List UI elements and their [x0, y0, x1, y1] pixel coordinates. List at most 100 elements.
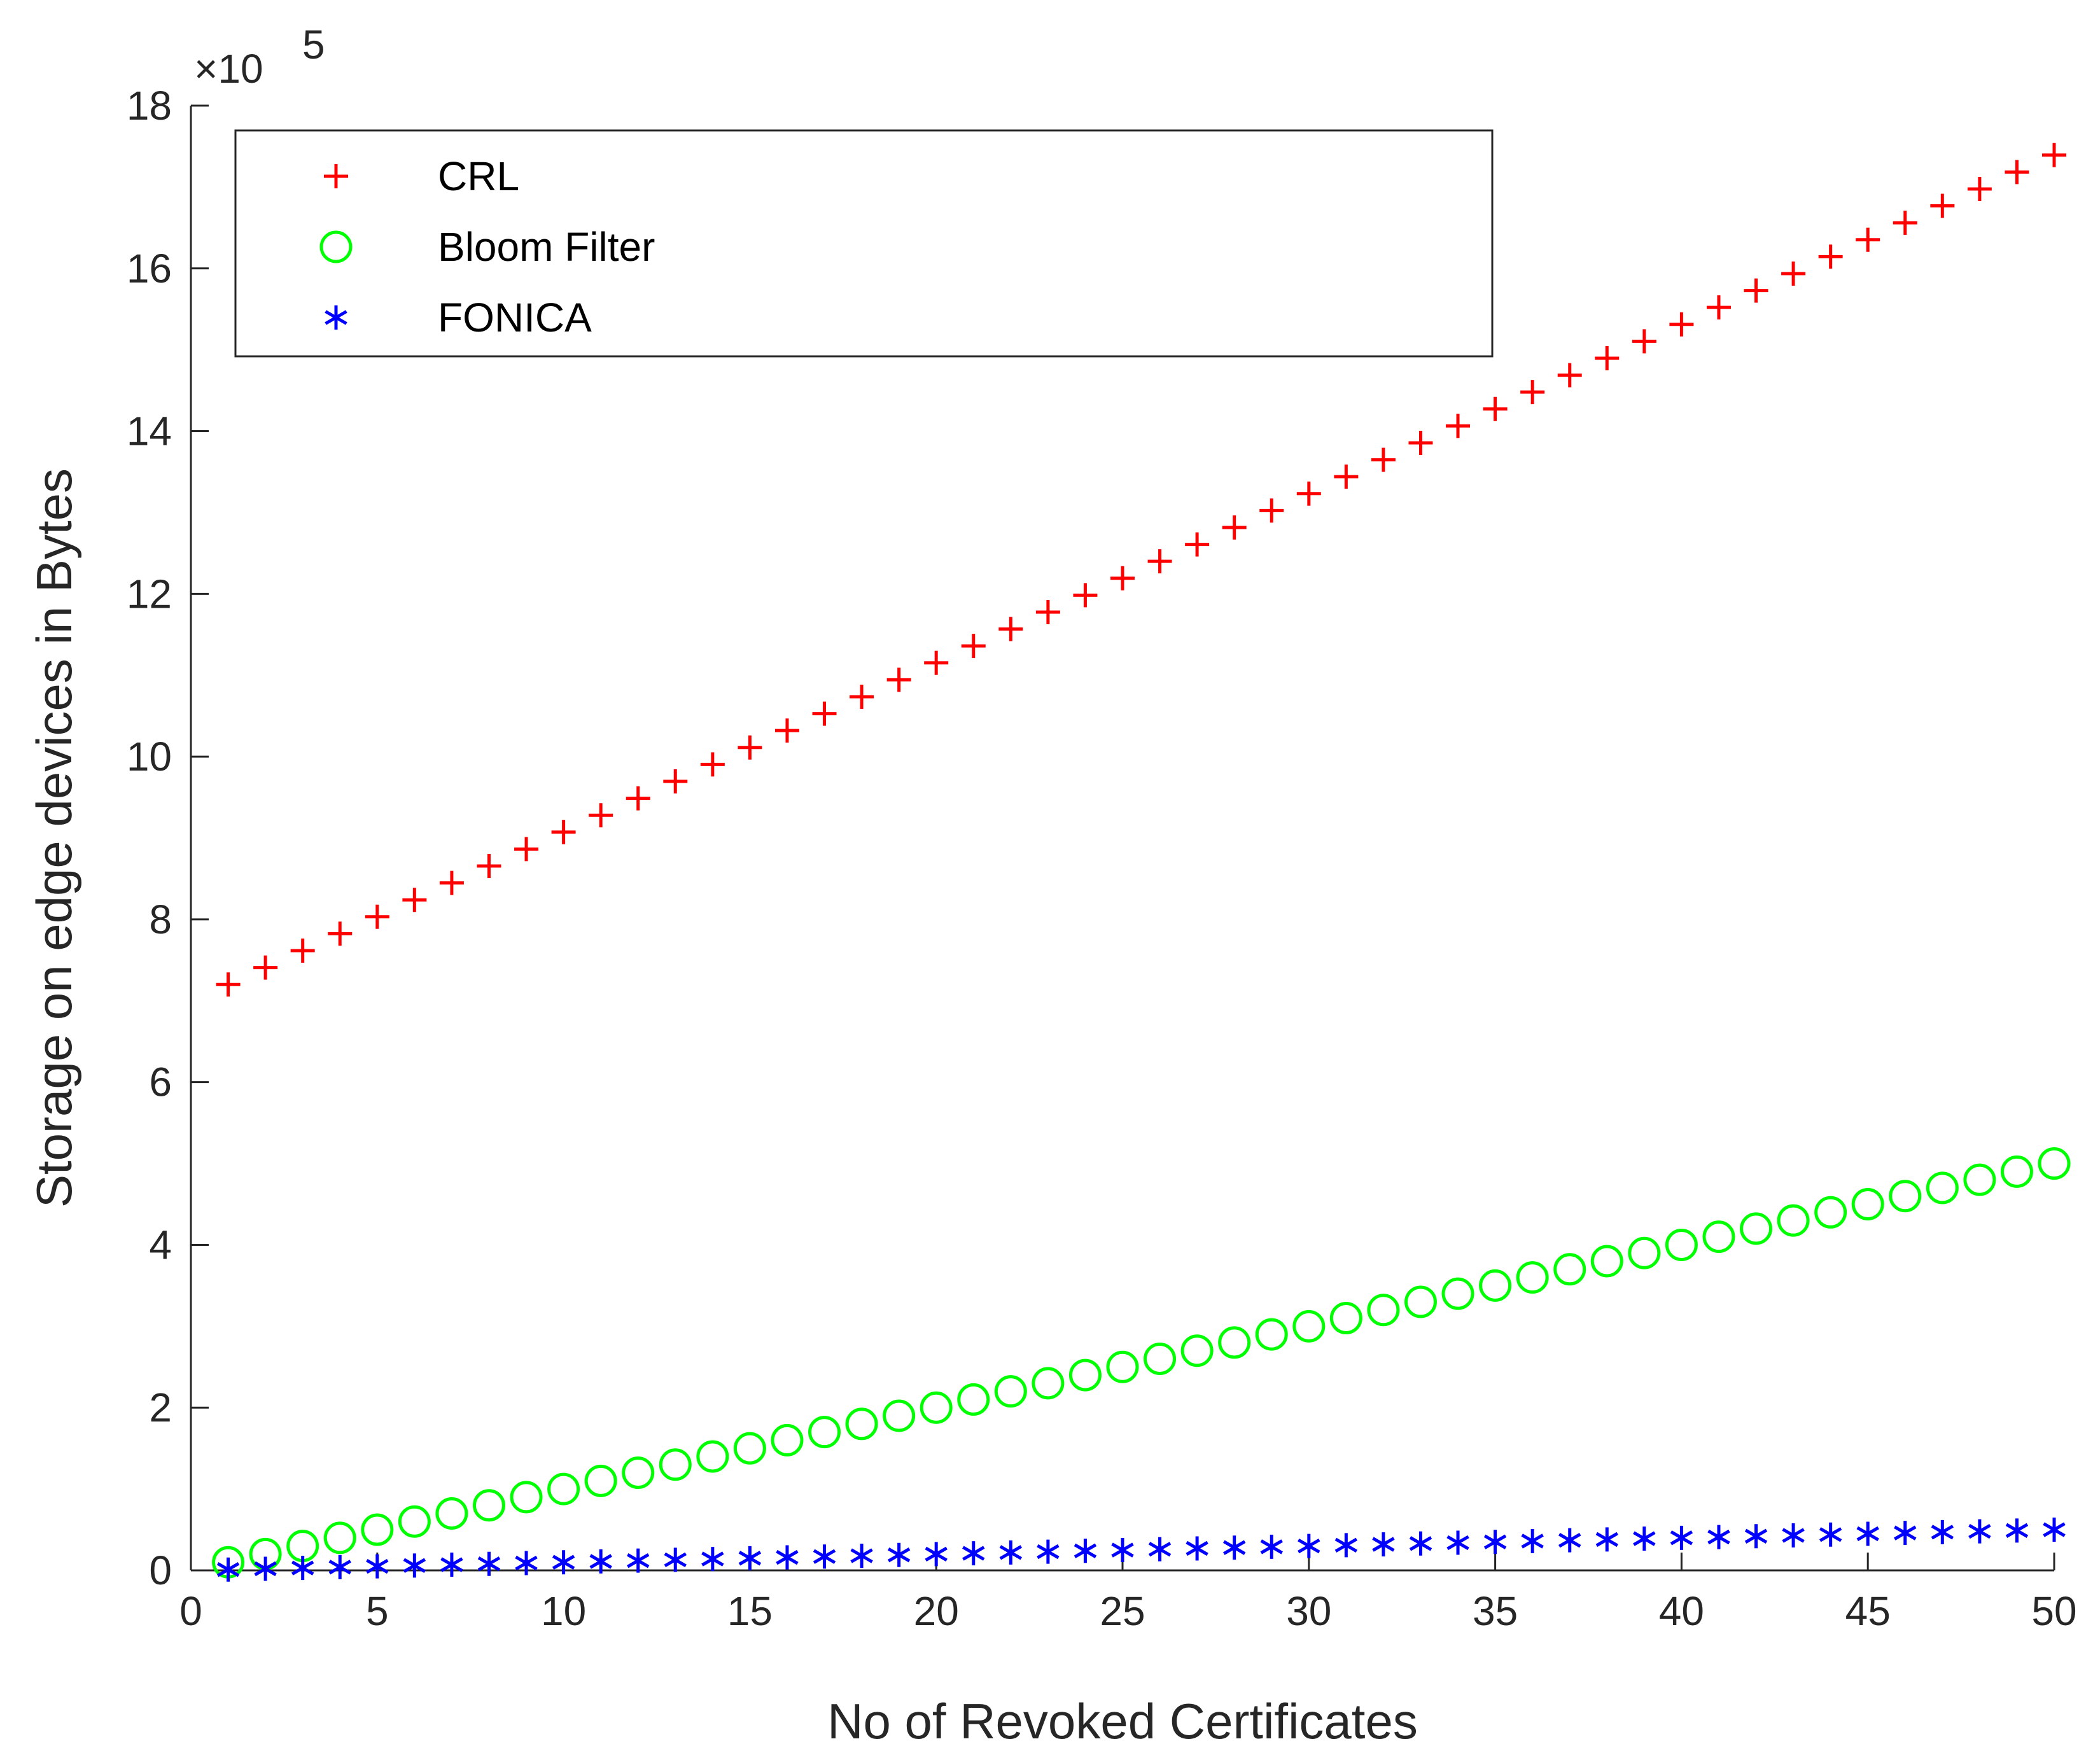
crl-point: [216, 972, 241, 997]
legend-label-crl: CRL: [438, 153, 519, 199]
fonica-point: [1074, 1539, 1097, 1563]
fonica-point: [738, 1546, 762, 1570]
fonica-point: [552, 1550, 575, 1575]
crl-point: [2005, 160, 2029, 185]
crl-point: [1893, 211, 1917, 235]
crl-point: [402, 888, 427, 912]
legend-label-bloom-filter: Bloom Filter: [438, 224, 655, 270]
bloom-filter-point: [1404, 1285, 1437, 1318]
fonica-point: [1931, 1519, 1954, 1544]
y-tick-label: 14: [127, 409, 172, 454]
fonica-point: [776, 1545, 799, 1570]
x-tick-label: 40: [1659, 1588, 1704, 1634]
crl-point: [1371, 447, 1396, 472]
fonica-point: [2005, 1518, 2029, 1543]
bloom-filter-point: [1255, 1318, 1288, 1351]
bloom-filter-point: [1479, 1269, 1512, 1302]
crl-point: [1296, 481, 1321, 506]
bloom-filter-point: [1068, 1358, 1102, 1392]
bloom-filter-point: [1106, 1350, 1139, 1383]
crl-point: [1520, 380, 1545, 405]
bloom-filter-point: [510, 1481, 543, 1514]
fonica-point: [328, 1554, 351, 1579]
fonica-point: [2043, 1518, 2066, 1542]
bloom-filter-point: [696, 1440, 729, 1473]
bloom-filter-point: [361, 1513, 394, 1546]
fonica-point: [403, 1553, 426, 1578]
crl-point: [1856, 227, 1880, 252]
y-tick-label: 12: [127, 571, 172, 617]
x-tick-label: 0: [179, 1588, 202, 1634]
bloom-filter-point: [323, 1521, 356, 1554]
fonica-point: [962, 1541, 985, 1566]
legend-box: [234, 129, 1494, 358]
x-tick-label: 15: [727, 1588, 773, 1634]
fonica-point: [1707, 1525, 1730, 1549]
crl-point: [1706, 295, 1731, 320]
legend-label-fonica: FONICA: [438, 295, 592, 340]
fonica-point: [925, 1542, 948, 1567]
fonica-point: [701, 1547, 724, 1572]
fonica-point: [1558, 1528, 1581, 1553]
bloom-filter-point: [920, 1391, 953, 1424]
x-tick-label: 10: [541, 1588, 586, 1634]
crl-point: [886, 667, 911, 692]
crl-point: [514, 837, 539, 862]
fonica-point: [1595, 1527, 1618, 1552]
crl-point: [1035, 599, 1060, 624]
fonica-point: [366, 1554, 389, 1579]
bloom-filter-point: [1628, 1236, 1661, 1269]
crl-point: [961, 634, 986, 659]
y-tick-label: 18: [127, 83, 172, 129]
fonica-point: [1334, 1533, 1358, 1558]
crl-point: [1967, 176, 1992, 201]
y-axis-label: Storage on edge devices in Bytes: [26, 468, 82, 1208]
crl-point: [998, 617, 1023, 641]
fonica-point: [477, 1551, 501, 1576]
bloom-filter-point: [1553, 1253, 1586, 1286]
legend-marker-bloom-filter: [319, 230, 353, 263]
fonica-point: [515, 1551, 538, 1575]
bloom-filter-point: [1814, 1196, 1847, 1229]
bloom-filter-point: [1926, 1171, 1959, 1205]
fonica-point: [1968, 1519, 1991, 1544]
bloom-filter-point: [1441, 1277, 1474, 1310]
legend-item-bloom-filter: Bloom Filter: [319, 224, 655, 270]
y-axis-ticks: 0 2 4 6 8 10 12 14 16 18: [127, 83, 209, 1593]
series-bloom-filter: [212, 1147, 2071, 1579]
bloom-filter-point: [472, 1489, 505, 1522]
crl-point: [1744, 278, 1768, 303]
crl-point: [1408, 430, 1433, 455]
bloom-filter-point: [584, 1464, 617, 1497]
crl-point: [1073, 583, 1098, 608]
legend: CRL Bloom Filter FONICA: [234, 129, 1494, 358]
bloom-filter-point: [435, 1497, 468, 1530]
crl-point: [924, 650, 949, 675]
bloom-filter-point: [1665, 1228, 1698, 1261]
legend-item-fonica: FONICA: [325, 295, 592, 340]
x-tick-label: 20: [914, 1588, 959, 1634]
bloom-filter-point: [1516, 1261, 1549, 1294]
fonica-point: [999, 1540, 1023, 1565]
series-layer: [212, 143, 2071, 1582]
bloom-filter-point: [1702, 1220, 1735, 1254]
y-tick-label: 16: [127, 246, 172, 291]
fonica-point: [1670, 1525, 1693, 1550]
x-axis-label: No of Revoked Certificates: [827, 1693, 1418, 1749]
bloom-filter-point: [1590, 1245, 1623, 1278]
crl-point: [365, 904, 389, 929]
crl-point: [774, 718, 799, 743]
crl-point: [589, 803, 613, 828]
legend-marker-fonica: [325, 305, 347, 330]
crl-point: [477, 853, 501, 878]
bloom-filter-point: [547, 1472, 580, 1505]
x-tick-label: 30: [1286, 1588, 1331, 1634]
crl-point: [626, 786, 650, 811]
crl-point: [663, 769, 688, 793]
bloom-filter-point: [733, 1432, 766, 1465]
crl-point: [1669, 312, 1694, 337]
y-tick-label: 0: [149, 1547, 172, 1593]
bloom-filter-point: [1292, 1310, 1326, 1343]
crl-point: [1147, 549, 1172, 574]
fonica-point: [1148, 1537, 1172, 1561]
